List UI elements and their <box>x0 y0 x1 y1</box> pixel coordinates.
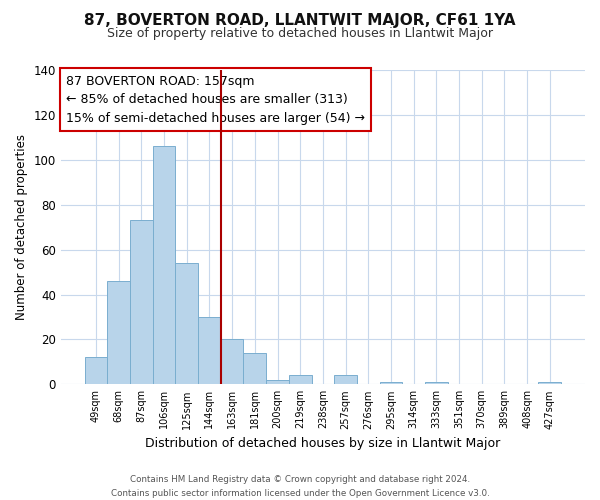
Bar <box>130 220 152 384</box>
Bar <box>152 146 175 384</box>
Bar <box>107 281 130 384</box>
Bar <box>425 382 448 384</box>
Bar <box>380 382 403 384</box>
Bar <box>175 263 198 384</box>
Text: 87 BOVERTON ROAD: 157sqm
← 85% of detached houses are smaller (313)
15% of semi-: 87 BOVERTON ROAD: 157sqm ← 85% of detach… <box>66 74 365 124</box>
Y-axis label: Number of detached properties: Number of detached properties <box>15 134 28 320</box>
Text: Contains HM Land Registry data © Crown copyright and database right 2024.
Contai: Contains HM Land Registry data © Crown c… <box>110 476 490 498</box>
Text: 87, BOVERTON ROAD, LLANTWIT MAJOR, CF61 1YA: 87, BOVERTON ROAD, LLANTWIT MAJOR, CF61 … <box>84 12 516 28</box>
Bar <box>198 317 221 384</box>
Bar <box>85 358 107 384</box>
Bar <box>289 376 311 384</box>
Bar <box>266 380 289 384</box>
Bar <box>221 340 244 384</box>
Text: Size of property relative to detached houses in Llantwit Major: Size of property relative to detached ho… <box>107 28 493 40</box>
X-axis label: Distribution of detached houses by size in Llantwit Major: Distribution of detached houses by size … <box>145 437 500 450</box>
Bar <box>538 382 561 384</box>
Bar <box>244 353 266 384</box>
Bar <box>334 376 357 384</box>
